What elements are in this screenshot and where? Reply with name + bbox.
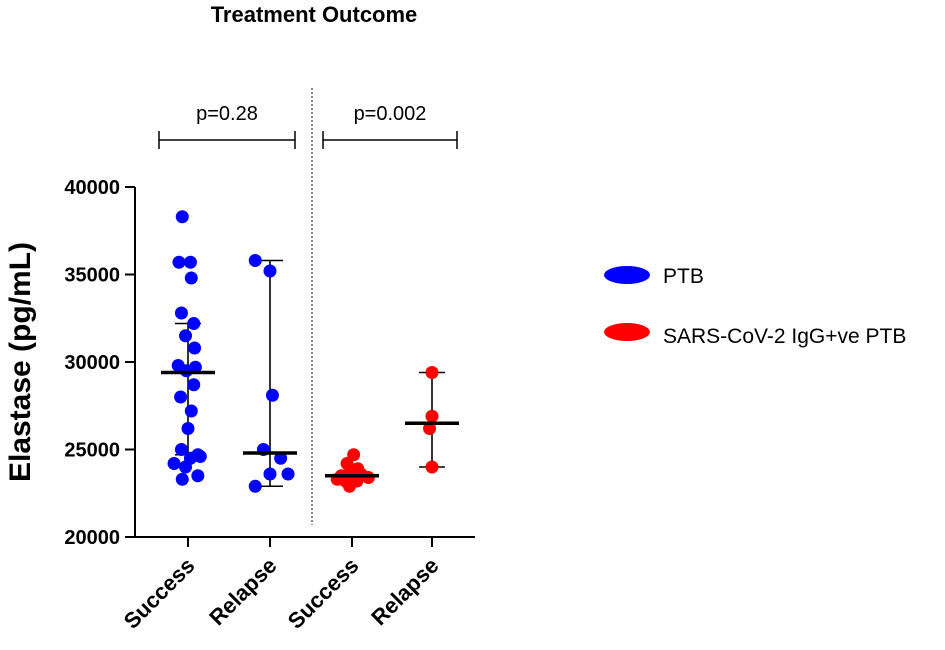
data-point — [191, 469, 205, 483]
group-1 — [161, 210, 215, 486]
data-point — [183, 255, 197, 269]
data-point — [340, 457, 354, 470]
annotation-label: p=0.002 — [354, 103, 427, 125]
legend-label-sars: SARS-CoV-2 IgG+ve PTB — [663, 325, 906, 348]
data-point — [248, 254, 262, 267]
data-point — [187, 317, 201, 330]
annotation-label: p=0.28 — [196, 103, 258, 125]
y-tick-label: 35000 — [64, 265, 120, 287]
data-point — [188, 341, 202, 355]
data-point — [423, 422, 437, 435]
data-point — [175, 210, 189, 224]
data-point — [425, 366, 439, 379]
legend-marker-sars — [604, 323, 650, 341]
y-axis-label: Elastase (pg/mL) — [4, 242, 37, 482]
data-point — [343, 479, 357, 493]
y-axis: 20000 25000 30000 35000 40000 — [64, 177, 136, 549]
data-point — [174, 306, 188, 320]
x-tick-label: Relapse — [366, 553, 443, 630]
x-tick-label: Success — [283, 553, 364, 634]
data-point — [179, 460, 193, 474]
x-tick-label: Relapse — [204, 553, 281, 630]
y-tick-label: 40000 — [64, 177, 120, 199]
data-point — [263, 467, 277, 481]
data-groups — [161, 210, 459, 493]
data-point — [179, 329, 193, 343]
group-3 — [325, 448, 379, 493]
data-point — [263, 264, 277, 278]
y-tick-label: 25000 — [64, 440, 120, 462]
data-point — [174, 390, 188, 404]
x-axis: Success Relapse Success Relapse — [119, 536, 475, 634]
y-tick-label: 30000 — [64, 352, 120, 374]
data-point — [184, 404, 198, 418]
data-point — [174, 443, 188, 456]
group-4 — [405, 366, 459, 474]
data-point — [274, 451, 288, 465]
data-point — [425, 409, 439, 423]
data-point — [187, 378, 201, 392]
data-point — [175, 472, 189, 486]
data-point — [281, 467, 295, 481]
group-2 — [243, 254, 297, 493]
data-point — [248, 479, 262, 493]
chart-title: Treatment Outcome — [211, 2, 418, 27]
y-tick-label: 20000 — [64, 527, 120, 549]
legend-marker-ptb — [604, 266, 650, 284]
data-point — [167, 457, 181, 470]
data-point — [184, 271, 198, 285]
data-point — [181, 422, 195, 435]
legend: PTB SARS-CoV-2 IgG+ve PTB — [604, 265, 906, 348]
significance-annotations: p=0.28 p=0.002 — [158, 103, 458, 149]
data-point — [193, 450, 207, 463]
data-point — [172, 255, 186, 269]
data-point — [425, 460, 439, 474]
x-tick-label: Success — [119, 553, 200, 634]
legend-label-ptb: PTB — [663, 265, 704, 288]
data-point — [265, 388, 279, 402]
